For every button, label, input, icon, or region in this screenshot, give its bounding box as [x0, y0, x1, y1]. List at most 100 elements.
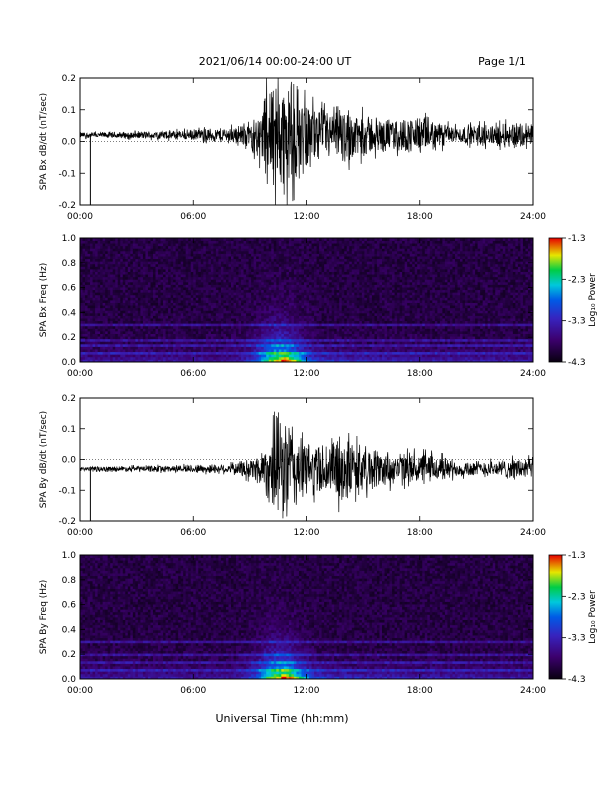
spectrogram-cell	[319, 297, 322, 301]
spectrogram-cell	[185, 281, 189, 285]
spectrogram-cell	[127, 302, 131, 306]
spectrogram-cell	[236, 312, 239, 316]
spectrogram-cell	[160, 320, 164, 324]
spectrogram-cell	[241, 315, 244, 319]
spectrogram-cell	[140, 238, 144, 241]
spectrogram-cell	[288, 307, 292, 311]
spectrogram-cell	[200, 271, 204, 275]
spectrogram-cell	[210, 245, 214, 249]
spectrogram-cell	[278, 343, 282, 347]
spectrogram-cell	[158, 346, 161, 350]
spectrogram-cell	[97, 284, 101, 288]
spectrogram-cell	[296, 300, 300, 303]
spectrogram-cell	[195, 341, 199, 345]
spectrogram-cell	[236, 250, 239, 254]
spectrogram-cell	[251, 238, 255, 241]
spectrogram-cell	[236, 243, 239, 247]
spectrogram-cell	[246, 253, 250, 257]
spectrogram-cell	[311, 302, 315, 306]
spectrogram-cell	[120, 258, 124, 262]
spectrogram-cell	[132, 359, 136, 363]
spectrogram-cell	[281, 292, 285, 296]
spectrogram-cell	[142, 328, 146, 332]
spectrogram-cell	[243, 276, 247, 280]
spectrogram-cell	[301, 238, 305, 241]
spectrogram-cell	[80, 346, 83, 350]
spectrogram-cell	[303, 269, 307, 272]
spectrogram-cell	[125, 258, 129, 262]
spectrogram-cell	[276, 356, 280, 360]
spectrogram-cell	[228, 307, 232, 311]
spectrogram-cell	[311, 315, 315, 319]
spectrogram-cell	[266, 294, 270, 298]
spectrogram-cell	[100, 253, 104, 257]
spectrogram-cell	[261, 269, 265, 272]
spectrogram-cell	[150, 310, 154, 314]
spectrogram-cell	[225, 297, 229, 301]
spectrogram-cell	[223, 271, 227, 275]
spectrogram-cell	[268, 346, 272, 350]
spectrogram-cell	[231, 266, 234, 270]
spectrogram-cell	[303, 274, 307, 278]
spectrogram-cell	[329, 305, 333, 309]
spectrogram-cell	[248, 287, 252, 291]
spectrogram-cell	[90, 338, 93, 342]
spectrogram-cell	[95, 279, 99, 283]
spectrogram-cell	[173, 269, 177, 272]
spectrogram-cell	[135, 289, 139, 293]
spectrogram-cell	[137, 307, 141, 311]
spectrogram-cell	[288, 294, 292, 298]
spectrogram-cell	[326, 240, 330, 244]
spectrogram-cell	[80, 307, 83, 311]
spectrogram-cell	[127, 243, 131, 247]
spectrogram-cell	[87, 325, 91, 329]
spectrogram-cell	[190, 333, 194, 337]
spectrogram-cell	[183, 271, 187, 275]
spectrogram-cell	[85, 289, 88, 293]
spectrogram-cell	[296, 240, 300, 244]
spectrogram-cell	[291, 263, 295, 267]
spectrogram-cell	[246, 325, 250, 329]
spectrogram-cell	[314, 253, 317, 257]
spectrogram-cell	[231, 305, 234, 309]
spectrogram-cell	[137, 356, 141, 360]
spectrogram-cell	[225, 279, 229, 283]
spectrogram-cell	[193, 325, 197, 329]
spectrogram-cell	[293, 351, 297, 355]
spectrogram-cell	[140, 279, 144, 283]
spectrogram-cell	[291, 356, 295, 360]
spectrogram-cell	[100, 354, 104, 358]
spectrogram-cell	[271, 245, 275, 249]
spectrogram-cell	[261, 292, 265, 296]
spectrogram-cell	[87, 351, 91, 355]
spectrogram-cell	[85, 336, 88, 340]
spectrogram-cell	[125, 312, 129, 316]
spectrogram-cell	[223, 354, 227, 358]
spectrogram-cell	[168, 328, 171, 332]
spectrogram-cell	[319, 279, 322, 283]
spectrogram-cell	[336, 323, 340, 327]
spectrogram-cell	[142, 349, 146, 353]
spectrogram-cell	[218, 336, 222, 340]
spectrogram-cell	[193, 351, 197, 355]
spectrogram-cell	[271, 300, 275, 303]
spectrogram-cell	[80, 315, 83, 319]
spectrogram-cell	[107, 315, 111, 319]
spectrogram-cell	[92, 284, 96, 288]
spectrogram-cell	[268, 289, 272, 293]
spectrogram-cell	[150, 261, 154, 265]
spectrogram-cell	[208, 287, 212, 291]
spectrogram-cell	[168, 302, 171, 306]
spectrogram-cell	[283, 250, 287, 254]
spectrogram-cell	[241, 356, 244, 360]
spectrogram-cell	[160, 297, 164, 301]
spectrogram-cell	[203, 261, 207, 265]
spectrogram-cell	[276, 341, 280, 345]
spectrogram-cell	[142, 266, 146, 270]
spectrogram-cell	[163, 336, 166, 340]
spectrogram-cell	[135, 346, 139, 350]
spectrogram-cell	[87, 271, 91, 275]
spectrogram-cell	[215, 323, 219, 327]
spectrogram-cell	[276, 238, 280, 241]
spectrogram-cell	[273, 261, 277, 265]
